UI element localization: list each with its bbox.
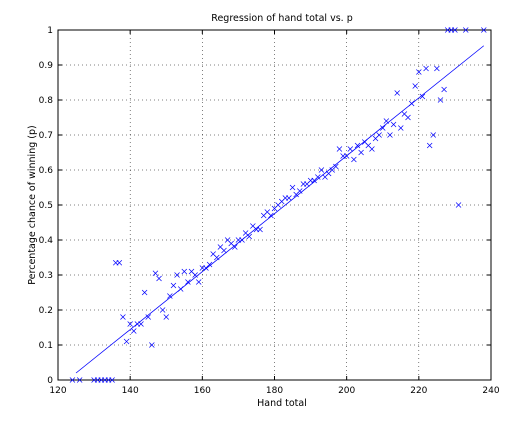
data-point — [351, 156, 357, 163]
y-tick-label: 0.1 — [39, 341, 53, 351]
y-tick-label: 0.3 — [39, 271, 53, 281]
data-point — [141, 289, 148, 296]
x-tick-label: 140 — [122, 386, 139, 396]
y-tick-label: 0.2 — [39, 306, 53, 316]
data-point — [416, 69, 422, 75]
data-point — [369, 146, 375, 152]
data-point — [426, 142, 433, 149]
data-point — [159, 307, 166, 313]
x-tick-label: 220 — [410, 386, 427, 396]
data-point — [333, 163, 339, 170]
data-point — [170, 282, 177, 289]
data-point — [120, 314, 126, 320]
data-point — [181, 268, 188, 275]
data-point — [390, 121, 397, 128]
data-points — [69, 27, 487, 383]
data-point — [167, 293, 173, 299]
x-axis-label: Hand total — [257, 398, 307, 409]
y-tick-label: 0 — [47, 376, 53, 386]
y-tick-label: 0.9 — [39, 61, 54, 71]
chart-title: Regression of hand total vs. p — [211, 13, 352, 24]
data-point — [297, 188, 303, 194]
x-tick-label: 240 — [482, 386, 499, 396]
data-point — [423, 65, 429, 72]
data-point — [289, 184, 296, 191]
data-point — [195, 279, 202, 285]
data-point — [174, 272, 180, 278]
data-point — [430, 132, 437, 138]
axis-ticks: 120 140 160 180 200 220 240 0 0.1 0.2 0.3 0.4 0.5 0.6… — [39, 26, 500, 396]
data-point — [434, 65, 440, 72]
data-point — [394, 90, 400, 96]
data-point — [354, 142, 361, 149]
data-point — [315, 174, 321, 180]
data-point — [481, 27, 487, 33]
data-point — [268, 212, 274, 219]
data-point — [398, 125, 404, 131]
data-point — [123, 338, 130, 345]
y-axis-label: Percentage chance of winning (p) — [27, 125, 38, 284]
grid-lines — [58, 30, 491, 380]
y-tick-label: 0.5 — [39, 201, 53, 211]
data-point — [452, 27, 458, 33]
data-point — [318, 167, 325, 173]
data-point — [149, 342, 155, 348]
data-point — [462, 27, 469, 33]
y-tick-label: 0.8 — [39, 96, 54, 106]
data-point — [69, 377, 76, 383]
data-point — [163, 314, 169, 320]
y-tick-label: 0.7 — [39, 131, 53, 141]
data-point — [441, 86, 447, 93]
data-point — [419, 93, 426, 100]
data-point — [387, 132, 393, 138]
data-point — [376, 132, 382, 138]
data-point — [347, 146, 354, 152]
y-tick-label: 1 — [47, 26, 53, 36]
y-tick-label: 0.4 — [39, 236, 54, 246]
data-point — [116, 260, 123, 266]
data-point — [109, 377, 115, 383]
data-point — [127, 321, 133, 327]
data-point — [358, 149, 364, 156]
data-point — [152, 270, 159, 276]
data-point — [455, 202, 462, 208]
data-point — [156, 275, 162, 282]
data-point — [221, 247, 227, 254]
data-point — [336, 146, 343, 152]
x-tick-label: 200 — [338, 386, 355, 396]
data-point — [286, 195, 292, 201]
data-point — [185, 279, 191, 285]
x-tick-label: 120 — [49, 386, 66, 396]
data-point — [380, 125, 386, 131]
regression-line — [75, 45, 485, 374]
data-point — [131, 328, 137, 334]
data-point — [145, 314, 151, 320]
x-tick-label: 180 — [266, 386, 283, 396]
data-point — [257, 226, 263, 233]
data-point — [76, 377, 83, 383]
data-point — [206, 261, 213, 268]
data-point — [192, 272, 198, 278]
data-point — [405, 114, 411, 121]
data-point — [437, 97, 444, 103]
data-point — [412, 83, 418, 89]
data-point — [232, 244, 238, 250]
x-tick-label: 160 — [194, 386, 211, 396]
y-tick-label: 0.6 — [39, 166, 54, 176]
